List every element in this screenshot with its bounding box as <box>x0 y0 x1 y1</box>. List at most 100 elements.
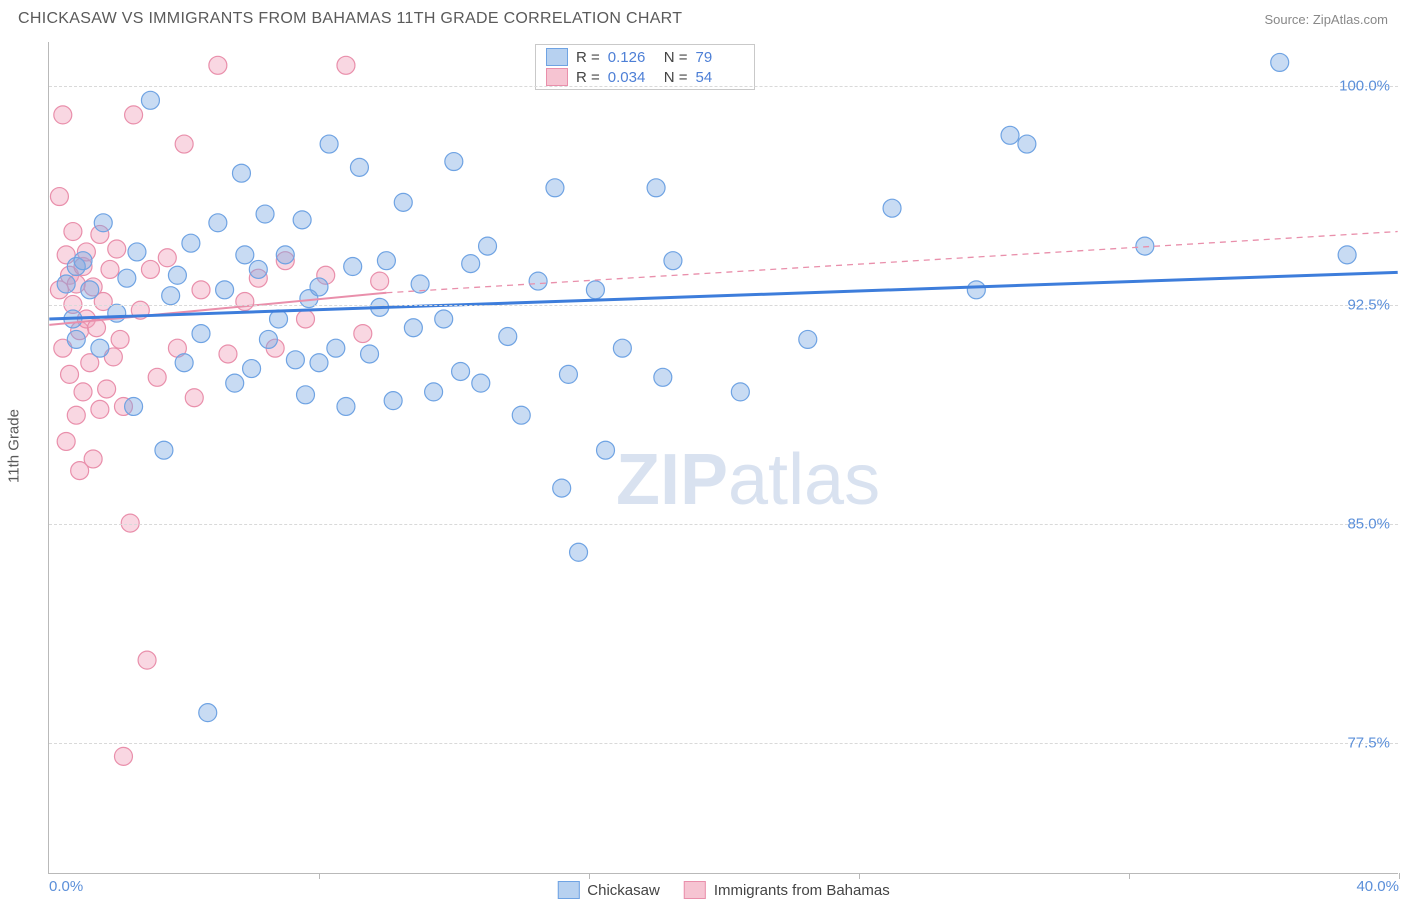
stats-legend: R =0.126N =79R =0.034N =54 <box>535 44 755 90</box>
data-point <box>559 365 577 383</box>
data-point <box>249 260 267 278</box>
data-point <box>1338 246 1356 264</box>
stats-n-label: N = <box>664 69 688 86</box>
plot-svg <box>49 42 1398 873</box>
data-point <box>445 153 463 171</box>
x-tick-mark <box>589 873 590 879</box>
data-point <box>74 383 92 401</box>
data-point <box>226 374 244 392</box>
data-point <box>108 240 126 258</box>
gridline-h <box>49 524 1398 525</box>
data-point <box>337 56 355 74</box>
y-axis-title: 11th Grade <box>6 409 23 483</box>
data-point <box>286 351 304 369</box>
data-point <box>462 255 480 273</box>
data-point <box>337 397 355 415</box>
series-legend-item: Chickasaw <box>557 881 660 899</box>
data-point <box>529 272 547 290</box>
data-point <box>67 406 85 424</box>
data-point <box>597 441 615 459</box>
data-point <box>310 278 328 296</box>
data-point <box>236 246 254 264</box>
data-point <box>209 214 227 232</box>
data-point <box>799 330 817 348</box>
data-point <box>384 392 402 410</box>
data-point <box>664 252 682 270</box>
gridline-h <box>49 305 1398 306</box>
chart-title: CHICKASAW VS IMMIGRANTS FROM BAHAMAS 11T… <box>18 10 682 28</box>
data-point <box>182 234 200 252</box>
legend-swatch <box>684 881 706 899</box>
data-point <box>256 205 274 223</box>
data-point <box>377 252 395 270</box>
data-point <box>168 266 186 284</box>
data-point <box>297 310 315 328</box>
data-point <box>125 106 143 124</box>
y-tick-label: 77.5% <box>1347 734 1390 751</box>
series-legend-label: Chickasaw <box>587 882 660 899</box>
data-point <box>344 258 362 276</box>
data-point <box>297 386 315 404</box>
data-point <box>114 747 132 765</box>
data-point <box>128 243 146 261</box>
data-point <box>175 135 193 153</box>
x-tick-mark <box>859 873 860 879</box>
data-point <box>138 651 156 669</box>
data-point <box>293 211 311 229</box>
data-point <box>155 441 173 459</box>
data-point <box>425 383 443 401</box>
data-point <box>1001 126 1019 144</box>
data-point <box>185 389 203 407</box>
data-point <box>64 223 82 241</box>
stats-r-value: 0.126 <box>608 49 656 66</box>
chart-plot-area: ZIPatlas R =0.126N =79R =0.034N =54 Chic… <box>48 42 1398 874</box>
data-point <box>883 199 901 217</box>
data-point <box>327 339 345 357</box>
data-point <box>512 406 530 424</box>
data-point <box>499 328 517 346</box>
gridline-h <box>49 743 1398 744</box>
data-point <box>141 91 159 109</box>
data-point <box>91 400 109 418</box>
series-legend: Chickasaw Immigrants from Bahamas <box>557 881 889 899</box>
header-bar: CHICKASAW VS IMMIGRANTS FROM BAHAMAS 11T… <box>0 0 1406 34</box>
stats-r-label: R = <box>576 49 600 66</box>
x-tick-mark <box>319 873 320 879</box>
data-point <box>54 106 72 124</box>
data-point <box>394 193 412 211</box>
legend-swatch <box>546 68 568 86</box>
data-point <box>216 281 234 299</box>
data-point <box>74 252 92 270</box>
data-point <box>232 164 250 182</box>
y-tick-label: 85.0% <box>1347 515 1390 532</box>
series-legend-item: Immigrants from Bahamas <box>684 881 890 899</box>
data-point <box>350 158 368 176</box>
data-point <box>452 362 470 380</box>
gridline-h <box>49 86 1398 87</box>
data-point <box>57 275 75 293</box>
data-point <box>404 319 422 337</box>
data-point <box>111 330 129 348</box>
data-point <box>613 339 631 357</box>
data-point <box>310 354 328 372</box>
data-point <box>101 260 119 278</box>
stats-r-label: R = <box>576 69 600 86</box>
stats-n-value: 79 <box>696 49 744 66</box>
data-point <box>361 345 379 363</box>
stats-r-value: 0.034 <box>608 69 656 86</box>
data-point <box>570 543 588 561</box>
data-point <box>276 246 294 264</box>
data-point <box>967 281 985 299</box>
data-point <box>546 179 564 197</box>
data-point <box>219 345 237 363</box>
data-point <box>553 479 571 497</box>
data-point <box>84 450 102 468</box>
stats-legend-row: R =0.126N =79 <box>536 47 754 67</box>
data-point <box>192 281 210 299</box>
data-point <box>435 310 453 328</box>
data-point <box>175 354 193 372</box>
data-point <box>354 325 372 343</box>
data-point <box>57 432 75 450</box>
data-point <box>647 179 665 197</box>
stats-legend-row: R =0.034N =54 <box>536 67 754 87</box>
